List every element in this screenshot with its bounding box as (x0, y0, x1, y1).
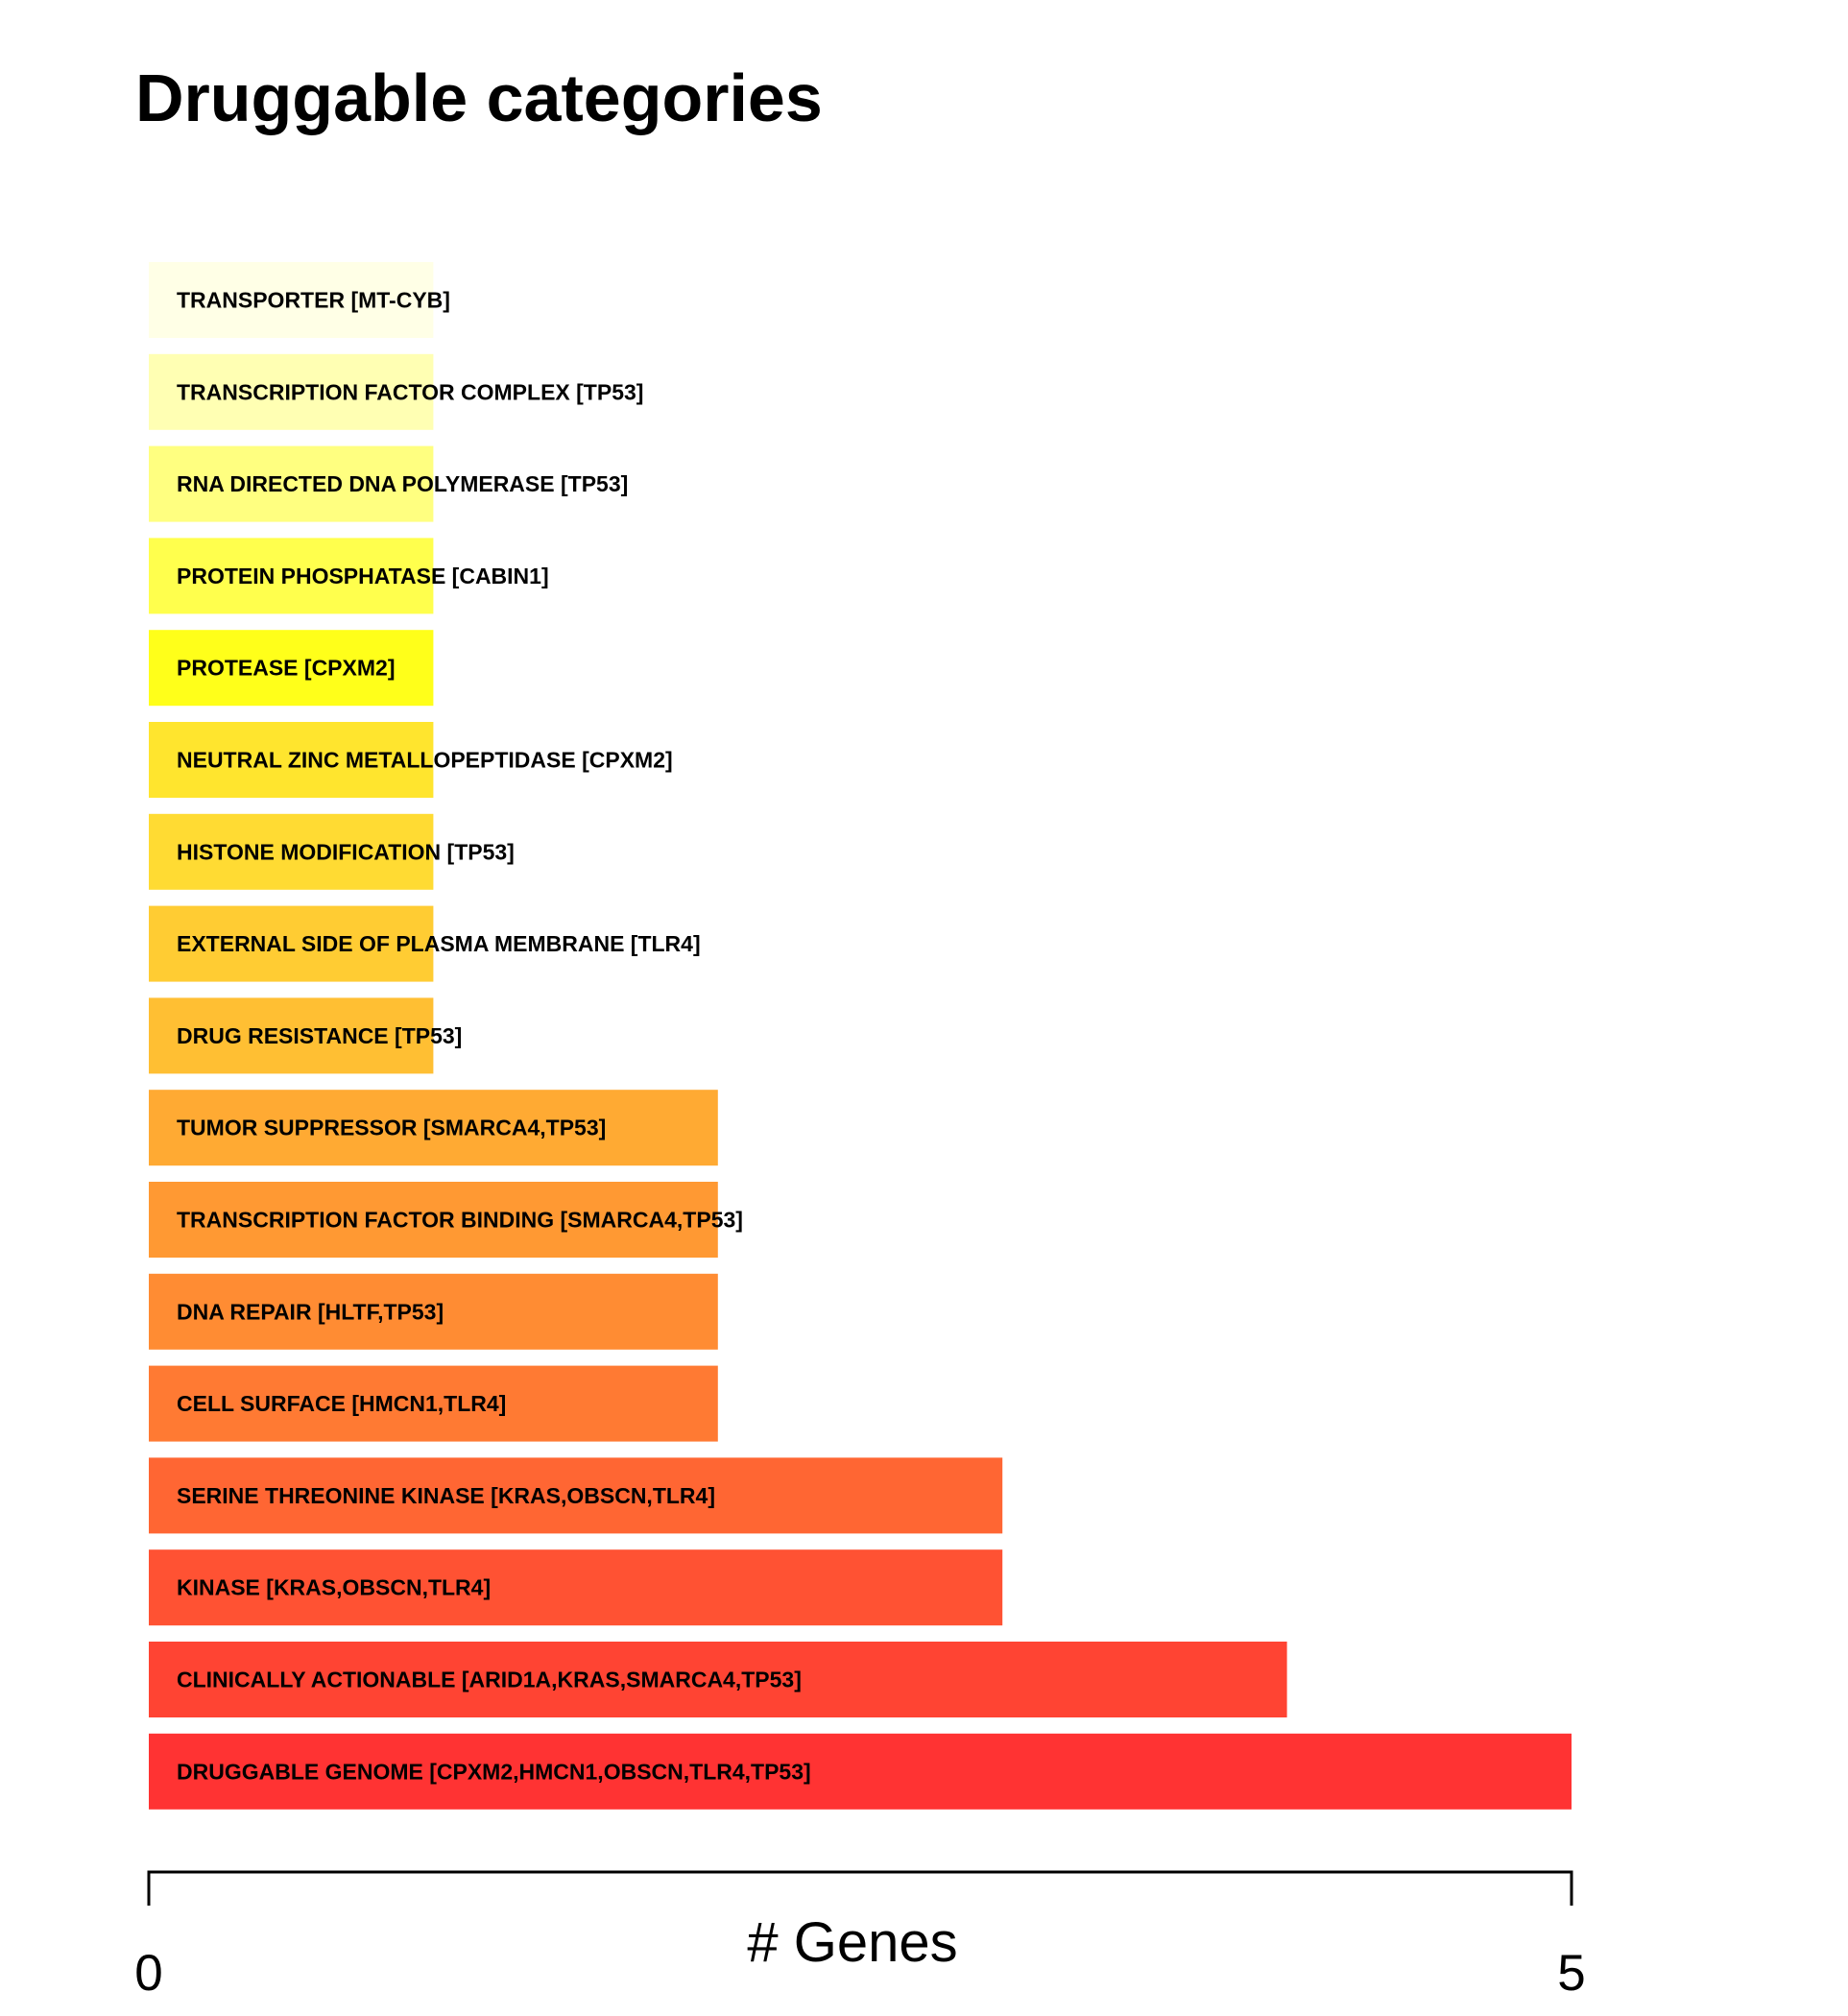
bar (149, 353, 434, 430)
bar-label: SERINE THREONINE KINASE [KRAS,OBSCN,TLR4… (177, 1483, 715, 1508)
x-tick-label: 5 (1557, 1945, 1585, 2002)
bar-label: TUMOR SUPPRESSOR [SMARCA4,TP53] (177, 1116, 606, 1140)
bar-label: PROTEIN PHOSPHATASE [CABIN1] (177, 564, 549, 588)
bar-label: PROTEASE [CPXM2] (177, 656, 395, 681)
bar-label: KINASE [KRAS,OBSCN,TLR4] (177, 1575, 491, 1600)
bar (149, 538, 434, 614)
bar (149, 905, 434, 982)
bar (149, 1457, 1003, 1534)
bar (149, 1365, 718, 1442)
bar (149, 1090, 718, 1166)
bar-label: EXTERNAL SIDE OF PLASMA MEMBRANE [TLR4] (177, 931, 701, 956)
bar (149, 1642, 1287, 1717)
x-axis-line (147, 1870, 1573, 1906)
x-axis (147, 1870, 1573, 1906)
bar (149, 813, 434, 890)
bar (149, 630, 434, 707)
bar-label: HISTONE MODIFICATION [TP53] (177, 839, 515, 864)
bars-group (149, 262, 1572, 1810)
bar-label: NEUTRAL ZINC METALLOPEPTIDASE [CPXM2] (177, 748, 673, 773)
chart-title: Druggable categories (135, 60, 823, 135)
bar (149, 1733, 1572, 1810)
bar (149, 1549, 1003, 1626)
bar (149, 997, 434, 1074)
bar-label: CELL SURFACE [HMCN1,TLR4] (177, 1391, 506, 1416)
x-axis-title: # Genes (747, 1911, 957, 1974)
bar-label: DNA REPAIR [HLTF,TP53] (177, 1299, 444, 1324)
bar-labels-group: TRANSPORTER [MT-CYB] TRANSCRIPTION FACTOR… (177, 288, 811, 1785)
bar (149, 445, 434, 522)
bar-label: DRUG RESISTANCE [TP53] (177, 1023, 462, 1048)
bar (149, 722, 434, 798)
bar (149, 1273, 718, 1350)
bar (149, 1182, 718, 1258)
bar-label: DRUGGABLE GENOME [CPXM2,HMCN1,OBSCN,TLR4… (177, 1759, 811, 1784)
bar (149, 262, 434, 338)
bar-label: TRANSCRIPTION FACTOR BINDING [SMARCA4,TP… (177, 1208, 743, 1233)
bar-label: TRANSPORTER [MT-CYB] (177, 288, 450, 313)
bar-label: TRANSCRIPTION FACTOR COMPLEX [TP53] (177, 379, 643, 404)
x-tick-label: 0 (134, 1945, 162, 2002)
bar-label: CLINICALLY ACTIONABLE [ARID1A,KRAS,SMARC… (177, 1668, 802, 1692)
bar-label: RNA DIRECTED DNA POLYMERASE [TP53] (177, 471, 628, 496)
